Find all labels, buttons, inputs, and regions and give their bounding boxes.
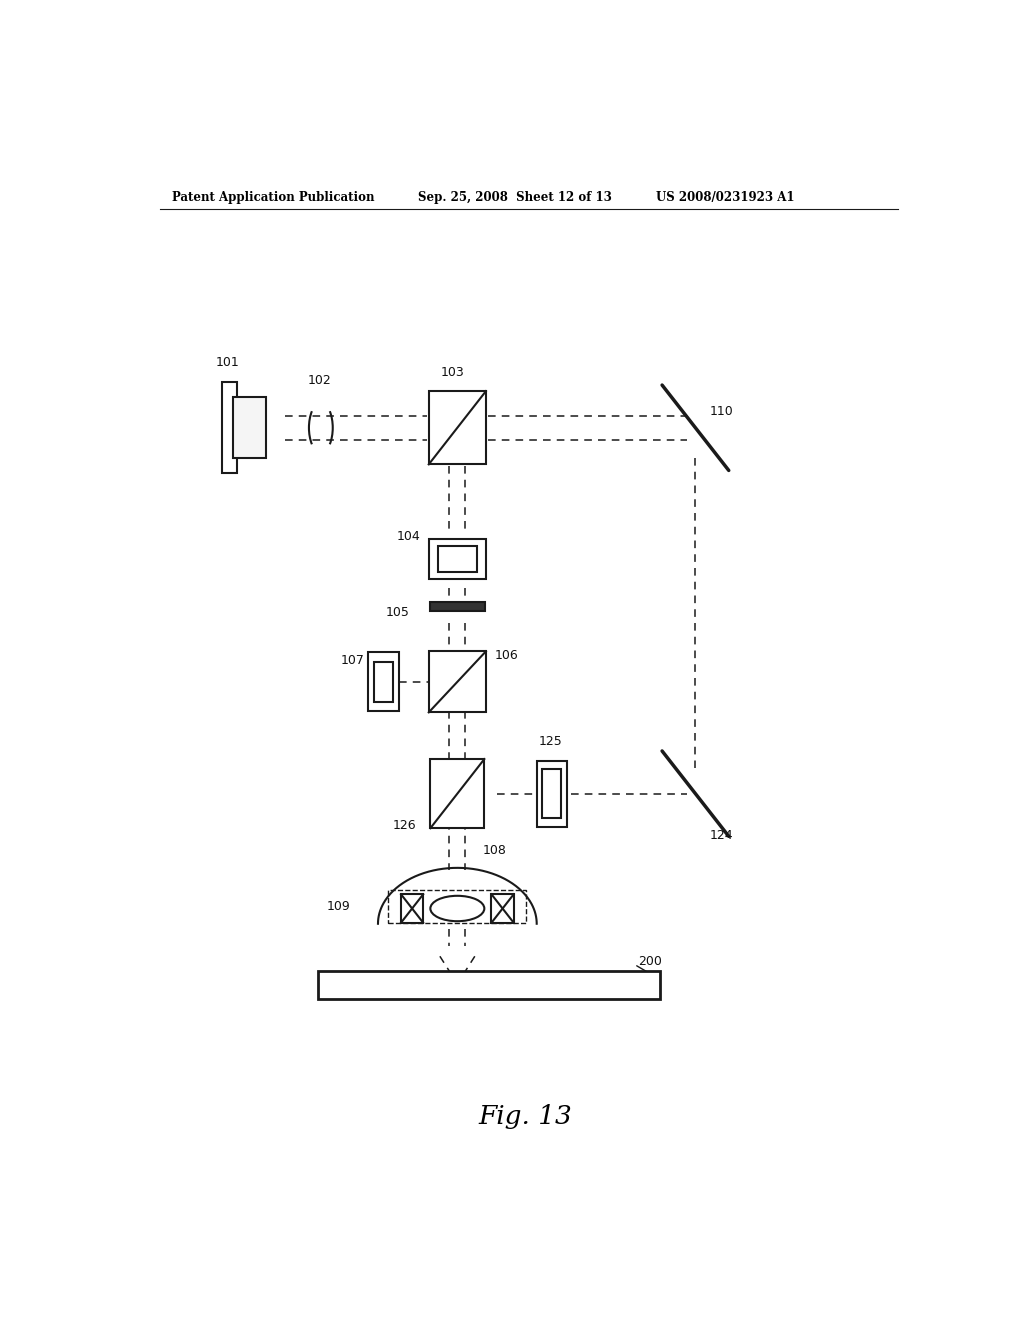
Text: 125: 125 — [539, 735, 562, 748]
Text: 101: 101 — [215, 356, 239, 368]
Bar — [369, 652, 398, 711]
Text: 200: 200 — [638, 956, 663, 969]
Text: 104: 104 — [396, 529, 420, 543]
Bar — [430, 602, 485, 611]
Text: 124: 124 — [710, 829, 733, 842]
Text: 102: 102 — [307, 374, 331, 387]
Text: Sep. 25, 2008  Sheet 12 of 13: Sep. 25, 2008 Sheet 12 of 13 — [418, 190, 611, 203]
Bar — [429, 651, 486, 713]
Text: 107: 107 — [341, 653, 365, 667]
Text: 126: 126 — [393, 820, 417, 833]
Text: 106: 106 — [495, 648, 518, 661]
Bar — [437, 545, 477, 572]
Bar — [374, 661, 393, 702]
Bar — [537, 760, 567, 826]
Bar — [318, 970, 659, 999]
Text: 105: 105 — [386, 606, 410, 619]
Text: 103: 103 — [440, 366, 465, 379]
Bar — [543, 770, 561, 818]
Bar — [430, 759, 484, 828]
Bar — [232, 397, 266, 458]
Bar — [492, 894, 514, 923]
Text: US 2008/0231923 A1: US 2008/0231923 A1 — [655, 190, 795, 203]
Bar — [429, 391, 486, 465]
Bar — [222, 381, 237, 474]
Bar — [388, 890, 526, 923]
Bar — [429, 539, 486, 579]
Text: Patent Application Publication: Patent Application Publication — [172, 190, 374, 203]
Text: 110: 110 — [710, 405, 733, 417]
Ellipse shape — [430, 896, 484, 921]
Text: 108: 108 — [482, 843, 507, 857]
Bar — [401, 894, 423, 923]
Text: Fig. 13: Fig. 13 — [478, 1105, 571, 1130]
Text: 109: 109 — [327, 899, 350, 912]
